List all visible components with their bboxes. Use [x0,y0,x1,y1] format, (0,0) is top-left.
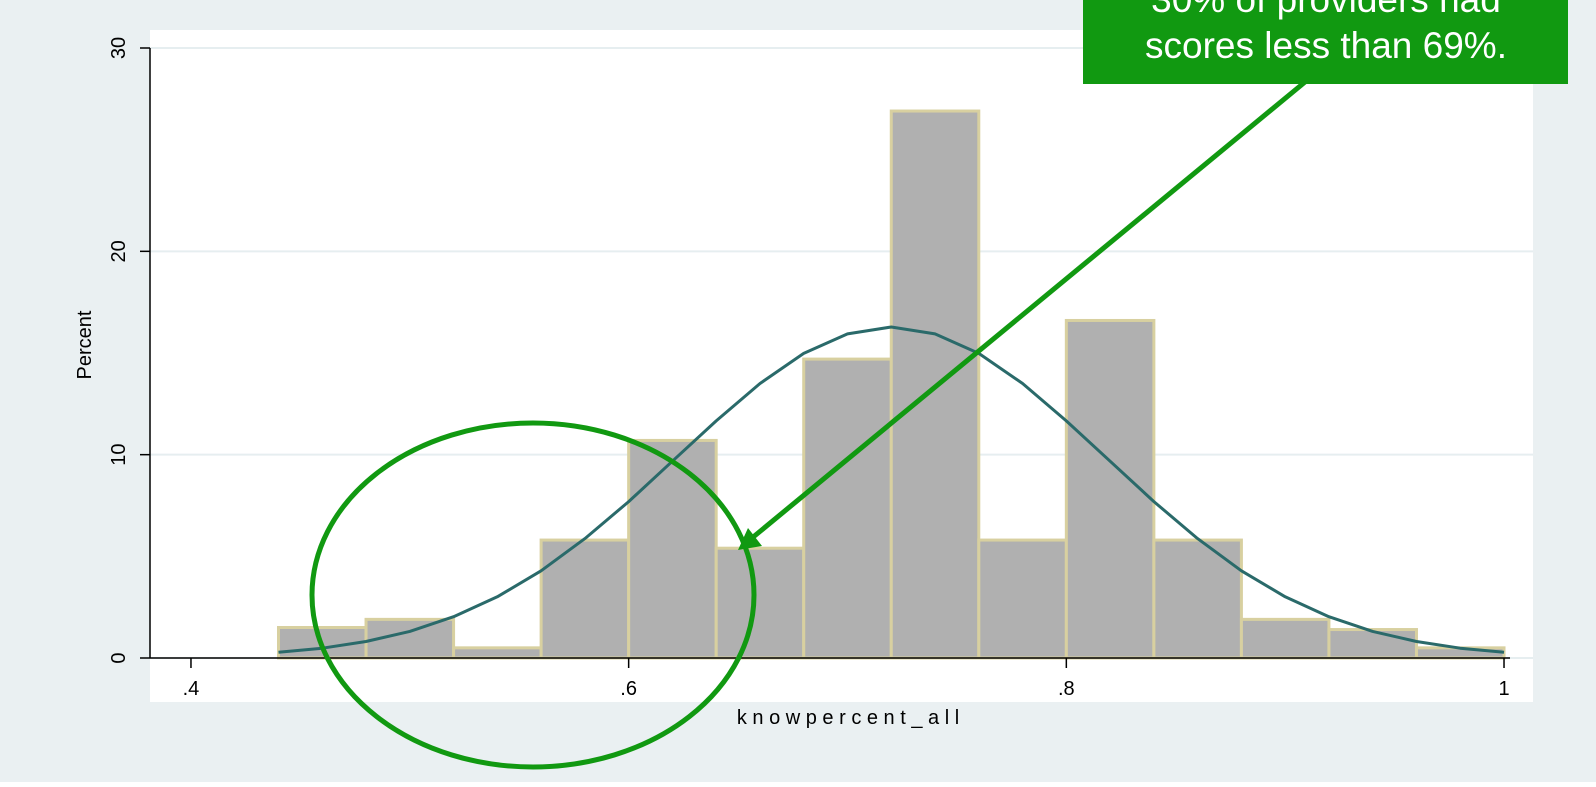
x-tick-label: .4 [183,678,200,700]
annotation-arrow [750,80,1307,540]
arrow-head [738,528,762,550]
x-tick-label: .8 [1058,678,1075,700]
bar [627,438,718,660]
x-tick-label: .6 [620,678,637,700]
normal-curve [278,325,1505,654]
bar [452,646,543,660]
y-tick-label: 0 [108,652,130,663]
bar [714,546,806,660]
bar [977,538,1068,660]
bar [1327,628,1418,660]
y-axis-label: Percent [74,310,96,379]
annotation-line: scores less than 69%. [1145,25,1507,66]
x-axis-label: k n o w p e r c e n t _ a l l [737,707,959,729]
y-tick-label: 20 [108,240,130,262]
annotation-box [1083,0,1568,84]
y-tick-label: 30 [108,37,130,59]
bar [1152,538,1243,660]
highlight-ellipse [309,420,757,770]
x-tick-label: 1 [1498,678,1509,700]
bar [539,538,631,660]
bar [1239,617,1331,660]
bar [802,357,893,660]
annotation-line: 30% of providers had [1151,0,1501,20]
y-tick-label: 10 [108,444,130,466]
